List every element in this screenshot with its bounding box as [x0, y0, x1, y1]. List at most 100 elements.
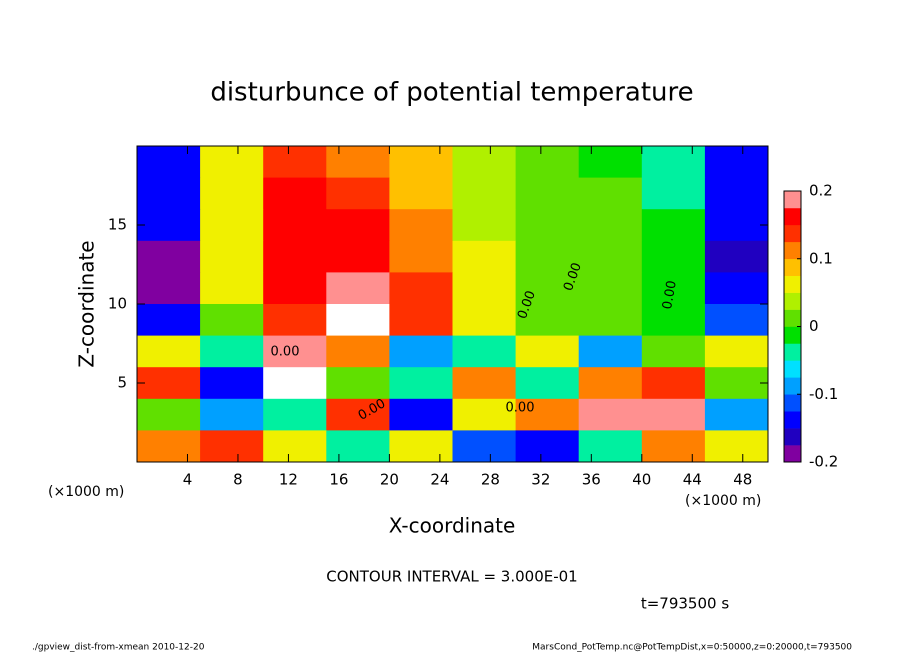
cell — [704, 177, 769, 210]
cell — [326, 304, 390, 337]
cell — [326, 209, 390, 242]
x-tick-label: 36 — [582, 471, 601, 489]
cell — [326, 177, 390, 210]
time-label: t=793500 s — [641, 595, 729, 613]
cell — [389, 272, 453, 305]
cell — [263, 209, 327, 242]
cell — [263, 398, 327, 431]
cell — [263, 367, 327, 400]
cell — [263, 304, 327, 337]
colorbar-swatch — [784, 377, 801, 395]
footer-left: ./gpview_dist-from-xmean 2010-12-20 — [32, 643, 205, 653]
cell — [578, 240, 643, 273]
x-tick-label: 48 — [733, 471, 752, 489]
x-unit-label: (×1000 m) — [685, 493, 761, 509]
x-axis-label: X-coordinate — [389, 514, 516, 538]
cell — [326, 272, 390, 305]
cell — [452, 335, 517, 368]
cell — [452, 240, 517, 273]
cell — [200, 240, 264, 273]
y-axis-label: Z-coordinate — [75, 240, 99, 367]
y-tick-label: 15 — [108, 216, 127, 234]
contour-interval: CONTOUR INTERVAL = 3.000E-01 — [326, 568, 577, 586]
x-tick-label: 32 — [531, 471, 550, 489]
cell — [515, 146, 580, 179]
chart-title: disturbunce of potential temperature — [210, 78, 693, 108]
cell — [326, 335, 390, 368]
colorbar-swatch — [784, 191, 801, 209]
colorbar-tick-label: 0.1 — [809, 249, 833, 267]
cell — [578, 177, 643, 210]
colorbar-swatch — [784, 241, 801, 260]
colorbar-tick-label: -0.1 — [809, 385, 838, 403]
cell — [200, 146, 264, 179]
footer-right: MarsCond_PotTemp.nc@PotTempDist,x=0:5000… — [532, 643, 852, 653]
colorbar-swatch — [784, 224, 801, 243]
cell — [326, 367, 390, 400]
cell — [452, 398, 517, 431]
cell — [263, 146, 327, 179]
cell — [137, 272, 201, 305]
cell — [704, 335, 769, 368]
cell — [326, 146, 390, 179]
x-tick-label: 44 — [683, 471, 702, 489]
cell — [704, 430, 769, 463]
cell — [704, 304, 769, 337]
cell — [641, 240, 706, 273]
cell — [641, 398, 706, 431]
cell — [452, 177, 517, 210]
cell — [389, 146, 453, 179]
cell — [452, 367, 517, 400]
cell — [263, 272, 327, 305]
cell — [389, 335, 453, 368]
x-tick-label: 28 — [481, 471, 500, 489]
x-unit-label: (×1000 m) — [48, 484, 124, 500]
cell — [704, 398, 769, 431]
cell — [263, 335, 327, 368]
cell — [578, 430, 643, 463]
cell — [704, 272, 769, 305]
cell — [389, 240, 453, 273]
colorbar-swatch — [784, 309, 801, 327]
colorbar-swatch — [784, 445, 801, 463]
cell — [263, 430, 327, 463]
colorbar-swatch — [784, 343, 801, 361]
cell — [389, 367, 453, 400]
y-tick-label: 5 — [117, 374, 127, 392]
colorbar-tick-label: -0.2 — [809, 453, 838, 471]
x-tick-label: 24 — [430, 471, 449, 489]
cell — [641, 272, 706, 305]
cell — [641, 177, 706, 210]
cell — [137, 209, 201, 242]
cell — [200, 367, 264, 400]
x-tick-label: 8 — [233, 471, 243, 489]
cell — [326, 240, 390, 273]
cell — [452, 304, 517, 337]
cell — [137, 304, 201, 337]
cell — [515, 335, 580, 368]
cell — [578, 272, 643, 305]
cell — [578, 335, 643, 368]
colorbar-tick-label: 0 — [809, 317, 819, 335]
colorbar-swatch — [784, 275, 801, 293]
cell — [515, 367, 580, 400]
cell — [200, 304, 264, 337]
cell — [515, 209, 580, 242]
colorbar-swatch — [784, 292, 801, 310]
colorbar-swatch — [784, 428, 801, 446]
colorbar-swatch — [784, 258, 801, 276]
colorbar-swatch — [784, 394, 801, 412]
cell — [452, 272, 517, 305]
cell — [200, 430, 264, 463]
cell — [263, 240, 327, 273]
cell — [641, 146, 706, 179]
x-tick-label: 40 — [632, 471, 651, 489]
cell — [452, 209, 517, 242]
cell — [137, 146, 201, 179]
cell — [200, 335, 264, 368]
cell — [578, 398, 643, 431]
cell — [578, 209, 643, 242]
cell — [137, 240, 201, 273]
cell — [389, 398, 453, 431]
